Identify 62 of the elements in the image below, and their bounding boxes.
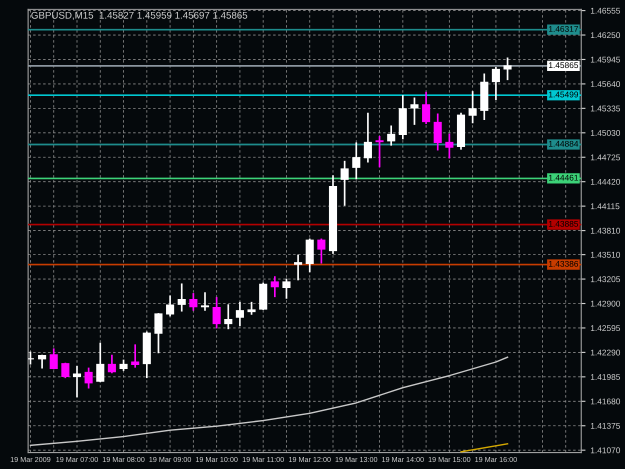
ref-line-label: 1.45865	[548, 62, 578, 68]
y-tick-label: 1.45335	[590, 106, 620, 112]
candlestick	[236, 302, 244, 326]
y-tick-label: 1.41375	[590, 422, 620, 429]
y-tick-label: 1.41070	[590, 447, 620, 454]
candlestick	[306, 238, 314, 272]
candlestick	[120, 360, 128, 371]
candlestick	[504, 58, 512, 80]
candlestick	[248, 302, 256, 315]
candlestick	[131, 344, 140, 368]
candlestick	[422, 92, 430, 124]
candlestick	[282, 278, 291, 299]
y-tick-label: 1.45640	[590, 81, 620, 88]
candlestick	[212, 297, 221, 328]
y-tick-label: 1.43810	[590, 228, 620, 234]
candlestick	[178, 283, 186, 312]
chart-title: GBPUSD,M15 1.45827 1.45959 1.45697 1.45865	[31, 12, 248, 20]
candlestick	[96, 342, 104, 382]
candlestick	[166, 295, 174, 316]
candlestick	[410, 98, 419, 125]
ref-line-label: 1.45499	[548, 92, 578, 98]
ref-line-label: 1.44461	[548, 174, 578, 181]
y-tick-label: 1.46250	[590, 32, 620, 38]
candlestick	[84, 368, 93, 388]
y-tick-label: 1.41680	[590, 398, 620, 404]
candlestick	[352, 142, 360, 180]
y-tick-label: 1.45030	[590, 130, 620, 136]
candlestick	[340, 160, 349, 206]
y-tick-label: 1.43510	[590, 252, 620, 258]
candlestick	[445, 134, 454, 158]
candlestick	[387, 126, 396, 146]
y-tick-label: 1.43205	[590, 276, 620, 282]
ref-line-label: 1.43386	[548, 260, 578, 267]
candlestick	[364, 112, 372, 162]
y-tick-label: 1.44115	[590, 203, 620, 210]
y-tick-label: 1.46555	[590, 8, 620, 14]
candlestick	[224, 304, 232, 330]
y-tick-label: 1.42900	[590, 300, 620, 307]
candlestick	[200, 292, 210, 311]
candlestick	[61, 362, 70, 378]
y-tick-label: 1.44420	[590, 178, 620, 185]
candlestick	[468, 91, 477, 124]
candlestick	[294, 254, 302, 280]
ref-line-label: 1.44884	[548, 140, 578, 147]
candlestick	[434, 114, 442, 150]
candlestick	[50, 348, 58, 370]
candlestick	[317, 238, 326, 264]
candlestick	[154, 313, 162, 354]
candlestick	[38, 354, 46, 368]
y-tick-label: 1.44725	[590, 154, 620, 160]
y-tick-label: 1.45945	[590, 56, 620, 63]
candlestick	[270, 276, 279, 298]
candlestick	[492, 67, 500, 100]
y-tick-label: 1.41985	[590, 374, 620, 380]
ref-line-label: 1.43885	[548, 220, 578, 227]
candlestick	[72, 366, 82, 398]
y-tick-label: 1.42595	[590, 325, 620, 332]
y-tick-label: 1.42290	[590, 350, 620, 356]
ref-line-label: 1.46317	[548, 26, 578, 32]
candlestick	[108, 354, 116, 374]
line-series	[30, 356, 508, 446]
candlestick	[189, 293, 198, 311]
